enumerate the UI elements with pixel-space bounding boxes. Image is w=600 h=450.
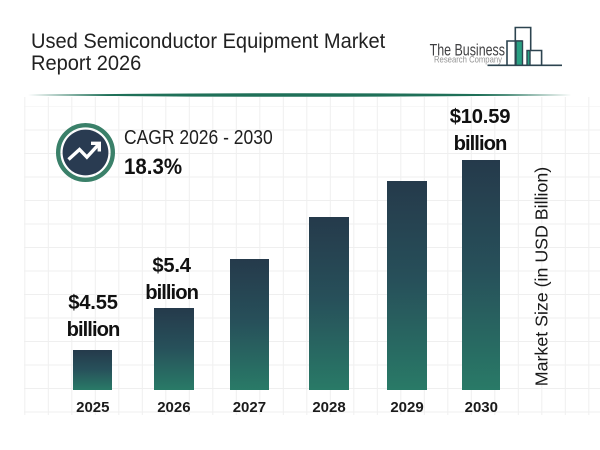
svg-text:The Business: The Business (430, 41, 505, 60)
svg-text:Research Company: Research Company (434, 55, 502, 65)
